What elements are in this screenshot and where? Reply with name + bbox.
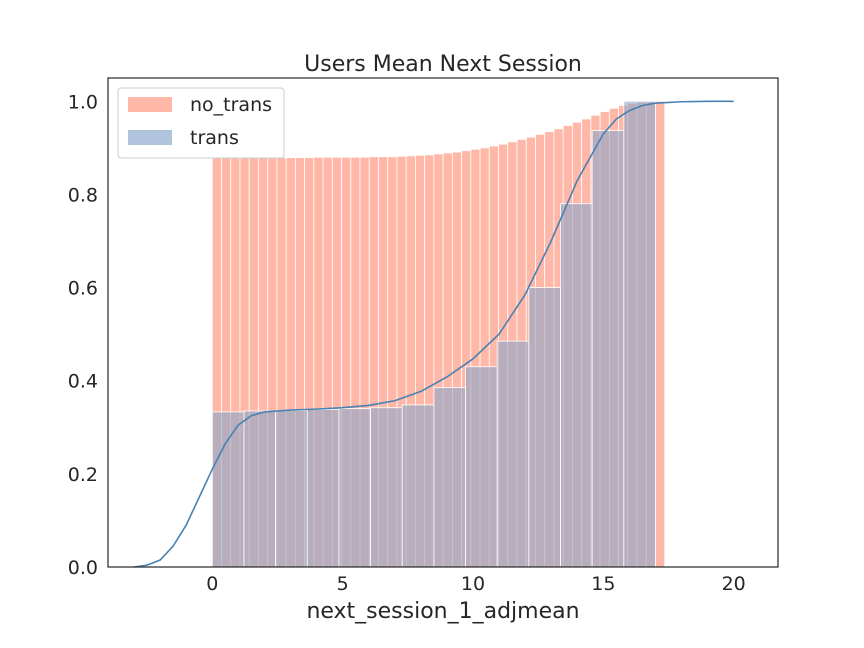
bar-trans (338, 408, 371, 568)
x-tick-label: 10 (461, 573, 485, 595)
bar-trans (623, 100, 656, 568)
x-tick-label: 15 (591, 573, 615, 595)
bar-trans (211, 411, 245, 568)
bar-trans (560, 203, 593, 568)
legend-swatch-no-trans (128, 97, 172, 112)
bar-trans (496, 340, 530, 568)
bar-trans (528, 287, 561, 568)
kde-line (133, 100, 734, 568)
y-tick-label: 0.4 (68, 371, 98, 393)
x-tick-label: 20 (722, 573, 746, 595)
x-tick-label: 0 (206, 573, 218, 595)
x-axis-ticks: 0 5 10 15 20 (206, 573, 746, 595)
bar-trans (433, 387, 466, 568)
y-tick-label: 1.0 (68, 91, 98, 113)
bar-trans (591, 130, 625, 568)
bar-trans (401, 404, 435, 568)
y-axis-ticks: 0.0 0.2 0.4 0.6 0.8 1.0 (68, 91, 98, 579)
y-tick-label: 0.8 (68, 184, 98, 206)
y-tick-label: 0.6 (68, 278, 98, 300)
trans-kde-line (133, 100, 734, 568)
y-tick-label: 0.2 (68, 464, 98, 486)
chart-title: Users Mean Next Session (304, 52, 582, 77)
bar-no-trans (655, 100, 666, 568)
bar-trans (306, 409, 340, 568)
legend-swatch-trans (128, 130, 172, 145)
x-tick-label: 5 (337, 573, 349, 595)
legend-label-trans: trans (190, 127, 239, 149)
bar-trans (465, 366, 498, 568)
y-tick-label: 0.0 (68, 557, 98, 579)
x-axis-label: next_session_1_adjmean (306, 599, 579, 624)
plot-frame (107, 77, 779, 568)
bar-trans (370, 407, 403, 568)
bar-trans (243, 410, 276, 568)
legend: no_trans trans (117, 87, 285, 159)
legend-label-no-trans: no_trans (190, 94, 272, 116)
bar-trans (275, 410, 308, 568)
